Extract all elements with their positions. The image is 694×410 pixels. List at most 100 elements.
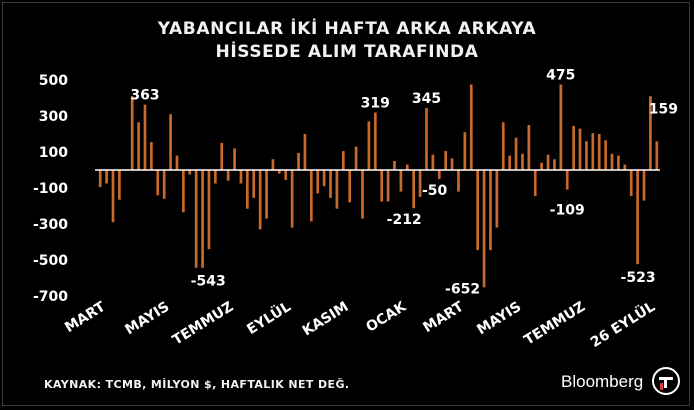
bar bbox=[284, 170, 288, 180]
bar bbox=[457, 170, 460, 192]
bar bbox=[565, 170, 569, 190]
bar bbox=[540, 162, 543, 170]
data-label: 159 bbox=[649, 101, 678, 117]
bar bbox=[642, 170, 646, 201]
bar bbox=[265, 170, 268, 219]
bar bbox=[316, 170, 320, 194]
chart-title: YABANCILAR İKİ HAFTA ARKA ARKAYA bbox=[157, 19, 537, 39]
bar bbox=[367, 121, 371, 170]
bar bbox=[201, 170, 204, 268]
x-tick-label: MAYIS bbox=[474, 299, 524, 338]
bar bbox=[610, 153, 614, 170]
bar bbox=[425, 107, 428, 170]
chart-frame bbox=[2, 2, 690, 406]
bar bbox=[463, 132, 467, 170]
ht-logo-icon bbox=[652, 367, 680, 395]
bar bbox=[169, 114, 172, 170]
y-tick-label: -700 bbox=[33, 289, 68, 305]
bar bbox=[130, 96, 134, 170]
bar bbox=[546, 154, 550, 170]
x-tick-label: MAYIS bbox=[122, 299, 172, 338]
bar bbox=[335, 170, 339, 209]
bar bbox=[329, 170, 332, 198]
bar bbox=[553, 159, 556, 170]
bar bbox=[636, 170, 639, 265]
bar bbox=[239, 170, 243, 184]
bar bbox=[271, 159, 275, 170]
bar bbox=[214, 170, 217, 184]
y-tick-label: 100 bbox=[39, 145, 68, 161]
bar bbox=[585, 141, 588, 170]
bar bbox=[341, 151, 345, 170]
bar bbox=[572, 125, 575, 170]
x-tick-label: EYLÜL bbox=[243, 297, 294, 338]
bar bbox=[649, 96, 652, 170]
bar bbox=[533, 170, 537, 197]
bar bbox=[450, 158, 454, 170]
x-tick-label: TEMMUZ bbox=[522, 299, 589, 349]
x-tick-label: MART bbox=[62, 299, 109, 336]
bar bbox=[118, 170, 121, 200]
bar bbox=[252, 170, 256, 198]
bar bbox=[386, 170, 390, 202]
data-label: -212 bbox=[387, 212, 422, 228]
bar bbox=[527, 125, 531, 170]
bar bbox=[521, 153, 524, 170]
x-tick-label: 26 EYLÜL bbox=[587, 297, 658, 351]
source-note: KAYNAK: TCMB, MİLYON $, HAFTALIK NET DEĞ… bbox=[44, 378, 350, 391]
bar bbox=[207, 170, 211, 250]
bar bbox=[495, 170, 499, 228]
x-tick-label: KASIM bbox=[300, 299, 352, 340]
bar bbox=[233, 148, 236, 170]
bar bbox=[655, 141, 659, 170]
bar bbox=[514, 137, 518, 170]
bar bbox=[412, 170, 416, 209]
y-tick-label: -300 bbox=[33, 217, 68, 233]
data-label: 345 bbox=[412, 91, 441, 107]
bar bbox=[597, 134, 601, 170]
bar bbox=[380, 170, 384, 202]
bar bbox=[258, 170, 262, 230]
data-label: -523 bbox=[621, 270, 656, 286]
bar bbox=[476, 170, 480, 251]
bar bbox=[399, 170, 403, 192]
bar bbox=[156, 170, 160, 196]
bar bbox=[194, 170, 198, 268]
bar bbox=[348, 170, 352, 203]
bar bbox=[489, 170, 492, 251]
chart-subtitle: HİSSEDE ALIM TARAFINDA bbox=[215, 42, 479, 62]
bar bbox=[617, 155, 620, 170]
bar bbox=[303, 134, 307, 170]
bar bbox=[591, 133, 595, 170]
bar bbox=[405, 164, 409, 170]
bar bbox=[354, 146, 358, 170]
bar bbox=[559, 84, 563, 170]
x-tick-label: OCAK bbox=[363, 298, 410, 335]
bar bbox=[431, 154, 435, 170]
bar bbox=[501, 122, 505, 170]
bloomberg-logo: Bloomberg bbox=[561, 372, 644, 391]
bar bbox=[469, 84, 473, 170]
bar bbox=[578, 128, 582, 170]
x-tick-label: TEMMUZ bbox=[170, 299, 237, 349]
bar bbox=[361, 170, 364, 219]
data-label: 319 bbox=[361, 96, 390, 112]
bar bbox=[246, 170, 249, 209]
bar bbox=[604, 140, 607, 170]
bar bbox=[182, 170, 185, 213]
data-label: -109 bbox=[550, 203, 585, 219]
bar bbox=[482, 170, 486, 288]
bar bbox=[418, 170, 422, 197]
bar bbox=[220, 143, 224, 170]
bar bbox=[143, 104, 147, 170]
bar bbox=[98, 170, 102, 188]
bar bbox=[162, 170, 166, 199]
bar bbox=[175, 155, 179, 170]
x-tick-label: MART bbox=[420, 299, 467, 336]
data-label: -652 bbox=[445, 281, 480, 297]
y-tick-label: -500 bbox=[33, 253, 68, 269]
y-tick-label: 500 bbox=[39, 73, 68, 89]
bar bbox=[508, 155, 511, 170]
data-label: -543 bbox=[191, 274, 226, 290]
bar bbox=[137, 122, 140, 170]
